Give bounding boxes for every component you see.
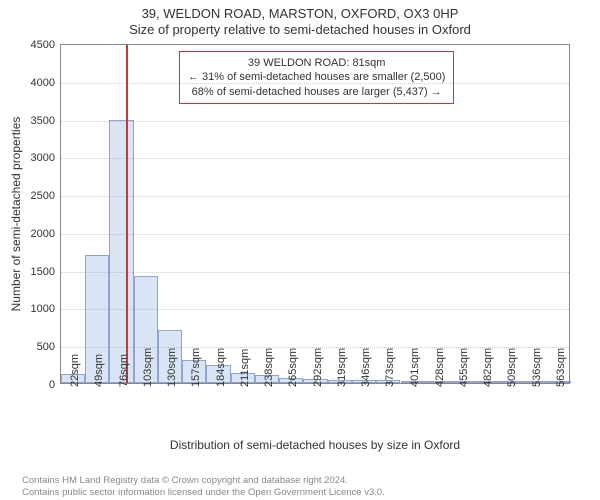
x-tick-label: 49sqm [93, 354, 105, 387]
gridline [61, 83, 569, 84]
x-axis-label: Distribution of semi-detached houses by … [170, 438, 460, 452]
y-tick-label: 4000 [31, 77, 61, 89]
x-tick-label: 346sqm [360, 348, 372, 387]
footer-line-2: Contains public sector information licen… [22, 487, 600, 498]
x-tick-label: 563sqm [555, 348, 567, 387]
x-tick-label: 373sqm [384, 348, 396, 387]
x-tick-label: 265sqm [287, 348, 299, 387]
annotation-line-1: 39 WELDON ROAD: 81sqm [188, 56, 445, 70]
y-tick-label: 2500 [31, 190, 61, 202]
chart-root: 39, WELDON ROAD, MARSTON, OXFORD, OX3 0H… [0, 0, 600, 500]
gridline [61, 121, 569, 122]
y-axis-label: Number of semi-detached properties [9, 117, 23, 312]
chart-title-subtitle: Size of property relative to semi-detach… [0, 22, 600, 42]
y-tick-label: 1500 [31, 266, 61, 278]
y-tick-label: 3000 [31, 152, 61, 164]
x-tick-label: 319sqm [336, 348, 348, 387]
footer-line-1: Contains HM Land Registry data © Crown c… [22, 475, 600, 486]
y-tick-label: 4500 [31, 39, 61, 51]
annotation-line-3: 68% of semi-detached houses are larger (… [188, 85, 445, 99]
gridline [61, 196, 569, 197]
x-tick-label: 184sqm [215, 348, 227, 387]
y-tick-label: 2000 [31, 228, 61, 240]
x-tick-label: 157sqm [190, 348, 202, 387]
x-tick-label: 401sqm [409, 348, 421, 387]
x-tick-label: 428sqm [434, 348, 446, 387]
gridline [61, 158, 569, 159]
x-tick-label: 22sqm [69, 354, 81, 387]
x-tick-label: 292sqm [312, 348, 324, 387]
chart-title-address: 39, WELDON ROAD, MARSTON, OXFORD, OX3 0H… [0, 0, 600, 22]
x-tick-label: 482sqm [482, 348, 494, 387]
reference-line [126, 45, 128, 383]
footer-attribution: Contains HM Land Registry data © Crown c… [0, 475, 600, 498]
x-tick-label: 536sqm [531, 348, 543, 387]
x-tick-label: 238sqm [263, 348, 275, 387]
x-tick-label: 455sqm [458, 348, 470, 387]
x-tick-label: 130sqm [166, 348, 178, 387]
y-tick-label: 500 [37, 341, 61, 353]
x-tick-label: 211sqm [239, 349, 251, 387]
y-tick-label: 0 [49, 379, 61, 391]
gridline [61, 272, 569, 273]
y-tick-label: 3500 [31, 115, 61, 127]
x-tick-label: 103sqm [142, 348, 154, 387]
gridline [61, 234, 569, 235]
x-tick-label: 76sqm [118, 354, 130, 387]
y-tick-label: 1000 [31, 303, 61, 315]
x-tick-label: 509sqm [506, 348, 518, 387]
annotation-box: 39 WELDON ROAD: 81sqm ← 31% of semi-deta… [179, 51, 454, 104]
histogram-bar [109, 120, 133, 383]
plot-area: 39 WELDON ROAD: 81sqm ← 31% of semi-deta… [60, 44, 570, 384]
